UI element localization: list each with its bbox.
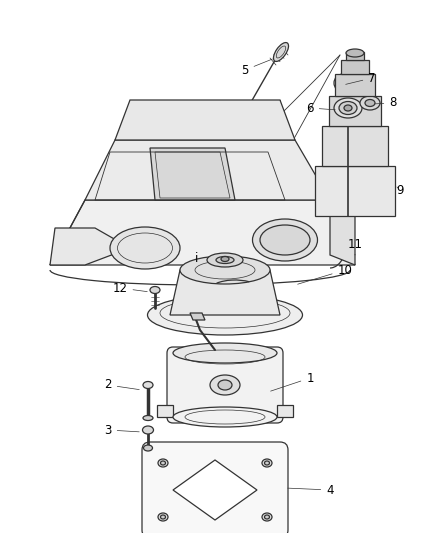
Text: 6: 6 xyxy=(306,101,335,115)
Ellipse shape xyxy=(334,74,352,92)
Text: 8: 8 xyxy=(375,96,397,109)
Text: 1: 1 xyxy=(271,372,314,391)
Polygon shape xyxy=(341,60,369,74)
Polygon shape xyxy=(157,405,173,417)
Ellipse shape xyxy=(180,256,270,284)
Ellipse shape xyxy=(265,515,269,519)
Polygon shape xyxy=(322,126,388,166)
Ellipse shape xyxy=(207,253,243,267)
Ellipse shape xyxy=(142,426,153,434)
Polygon shape xyxy=(85,140,330,200)
Ellipse shape xyxy=(110,227,180,269)
Text: i: i xyxy=(195,252,199,264)
Polygon shape xyxy=(277,405,293,417)
Text: 4: 4 xyxy=(288,483,334,497)
Ellipse shape xyxy=(221,256,229,262)
Polygon shape xyxy=(335,74,375,96)
Polygon shape xyxy=(50,200,85,265)
Polygon shape xyxy=(115,100,295,140)
Ellipse shape xyxy=(210,375,240,395)
Ellipse shape xyxy=(262,513,272,521)
FancyBboxPatch shape xyxy=(142,442,288,533)
Ellipse shape xyxy=(346,49,364,57)
Text: 5: 5 xyxy=(241,59,272,77)
Ellipse shape xyxy=(143,382,153,389)
Ellipse shape xyxy=(344,105,352,111)
Ellipse shape xyxy=(150,287,160,294)
Ellipse shape xyxy=(160,461,166,465)
Ellipse shape xyxy=(265,461,269,465)
Text: 9: 9 xyxy=(396,183,404,197)
Ellipse shape xyxy=(173,343,277,363)
Ellipse shape xyxy=(252,219,318,261)
Ellipse shape xyxy=(216,256,234,263)
Polygon shape xyxy=(190,313,205,320)
Ellipse shape xyxy=(143,416,153,421)
Polygon shape xyxy=(173,460,257,520)
Ellipse shape xyxy=(365,100,375,107)
Text: 10: 10 xyxy=(298,263,353,284)
Text: 2: 2 xyxy=(104,378,139,392)
Ellipse shape xyxy=(360,96,380,110)
Polygon shape xyxy=(50,228,130,265)
Polygon shape xyxy=(346,52,364,60)
Ellipse shape xyxy=(260,225,310,255)
Text: 7: 7 xyxy=(346,71,376,85)
Ellipse shape xyxy=(334,98,362,118)
Text: 11: 11 xyxy=(347,238,363,255)
Ellipse shape xyxy=(262,459,272,467)
Polygon shape xyxy=(330,190,355,265)
Text: 12: 12 xyxy=(113,281,147,295)
FancyBboxPatch shape xyxy=(167,347,283,423)
Polygon shape xyxy=(50,200,355,265)
Ellipse shape xyxy=(148,295,303,335)
Ellipse shape xyxy=(158,459,168,467)
Ellipse shape xyxy=(273,43,289,61)
Polygon shape xyxy=(329,96,381,126)
Ellipse shape xyxy=(160,515,166,519)
Ellipse shape xyxy=(173,407,277,427)
Ellipse shape xyxy=(339,101,357,115)
Polygon shape xyxy=(315,166,395,216)
Ellipse shape xyxy=(144,445,152,451)
Polygon shape xyxy=(170,270,280,315)
Text: 3: 3 xyxy=(104,424,139,437)
Ellipse shape xyxy=(218,380,232,390)
Ellipse shape xyxy=(158,513,168,521)
Polygon shape xyxy=(150,148,235,200)
